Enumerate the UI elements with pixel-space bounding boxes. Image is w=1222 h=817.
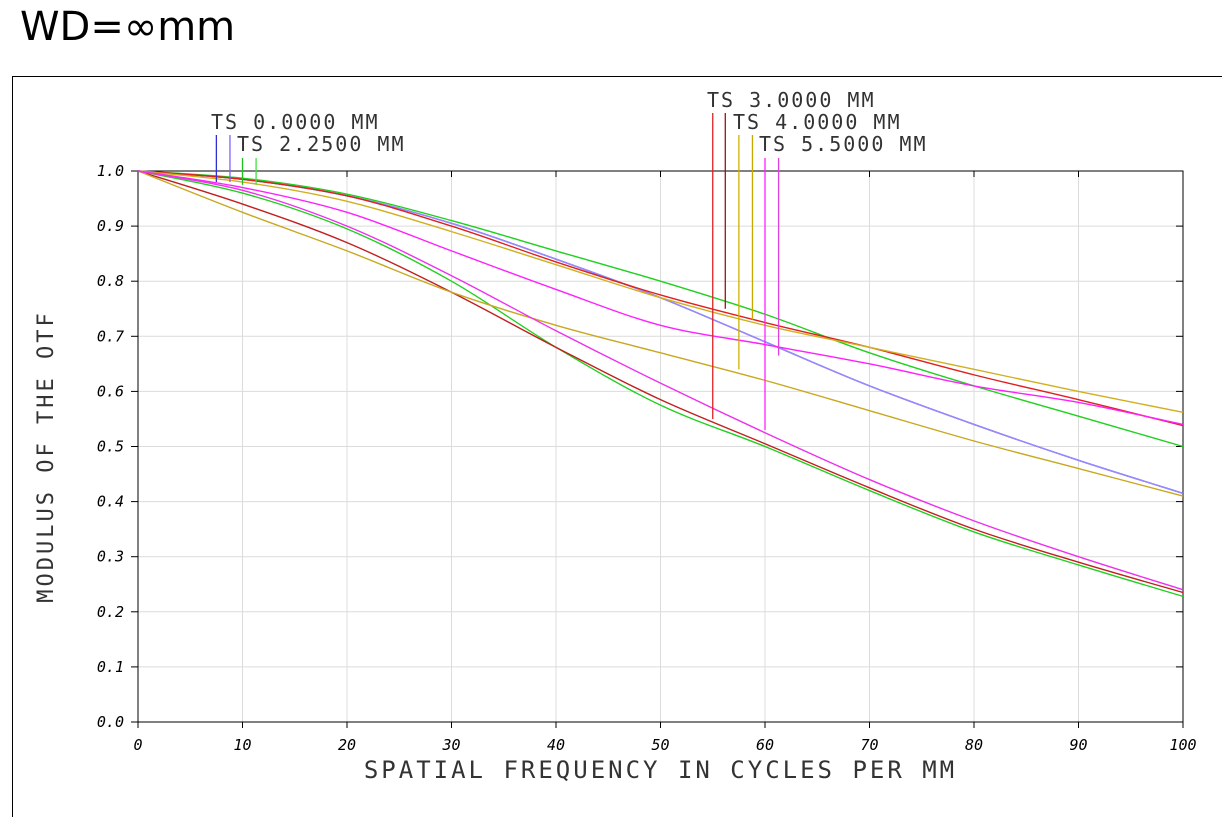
series-line-ts-5-5000-mm-t: [137, 170, 1184, 426]
x-tick-label: 80: [965, 736, 983, 754]
y-tick-label: 0.2: [97, 603, 124, 621]
mtf-chart: 0 10 20 30 40 50 60 70 80 90 100 0.0 0.1 0.2 0.3 0.4 0.5…: [34, 88, 1197, 784]
legend-label: TS 2.2500 MM: [237, 132, 406, 156]
y-tick-label: 1.0: [97, 162, 124, 180]
x-tick-label: 90: [1069, 736, 1087, 754]
series-line-ts-4-0000-mm-t: [137, 170, 1184, 414]
x-tick-label: 70: [860, 736, 878, 754]
axes: 0 10 20 30 40 50 60 70 80 90 100 0.0 0.1 0.2 0.3 0.4 0.5…: [34, 162, 1197, 784]
y-axis-label: MODULUS OF THE OTF: [34, 310, 59, 602]
series-line-ts-3-0000-mm-s: [137, 170, 1184, 594]
series-lines: [137, 170, 1184, 598]
x-tick-label: 40: [547, 736, 565, 754]
y-tick-label: 0.7: [97, 327, 124, 345]
y-tick-label: 0.3: [97, 548, 124, 566]
x-axis-label: SPATIAL FREQUENCY IN CYCLES PER MM: [364, 756, 957, 784]
legend-label: TS 0.0000 MM: [211, 110, 380, 134]
y-tick-label: 0.5: [97, 438, 124, 456]
legend-label: TS 4.0000 MM: [733, 110, 902, 134]
chart-panel: 0 10 20 30 40 50 60 70 80 90 100 0.0 0.1 0.2 0.3 0.4 0.5…: [12, 76, 1222, 817]
legend-label: TS 5.5000 MM: [759, 132, 928, 156]
y-tick-label: 0.0: [97, 713, 124, 731]
x-tick-label: 100: [1169, 736, 1196, 754]
field-markers: [215, 113, 780, 430]
series-line-ts-2-2500-mm-s: [137, 170, 1184, 598]
x-tick-label: 20: [338, 736, 356, 754]
x-tick-label: 0: [133, 736, 142, 754]
grid: [137, 170, 1184, 723]
x-tick-label: 30: [441, 736, 460, 754]
x-tick-label: 50: [651, 736, 669, 754]
series-line-ts-5-5000-mm-s: [137, 170, 1184, 591]
y-tick-label: 0.6: [97, 382, 124, 400]
page-title: WD=∞mm: [20, 4, 236, 50]
x-tick-label: 60: [756, 736, 774, 754]
y-tick-label: 0.9: [97, 217, 124, 235]
legend-label: TS 3.0000 MM: [707, 88, 876, 112]
series-line-ts-3-0000-mm-t: [137, 170, 1184, 427]
series-line-ts-2-2500-mm-t: [137, 170, 1184, 448]
y-tick-label: 0.4: [97, 493, 124, 511]
y-tick-label: 0.8: [97, 272, 124, 290]
series-line-ts-4-0000-mm-s: [137, 170, 1184, 497]
x-tick-label: 10: [233, 736, 251, 754]
y-tick-label: 0.1: [97, 658, 124, 676]
